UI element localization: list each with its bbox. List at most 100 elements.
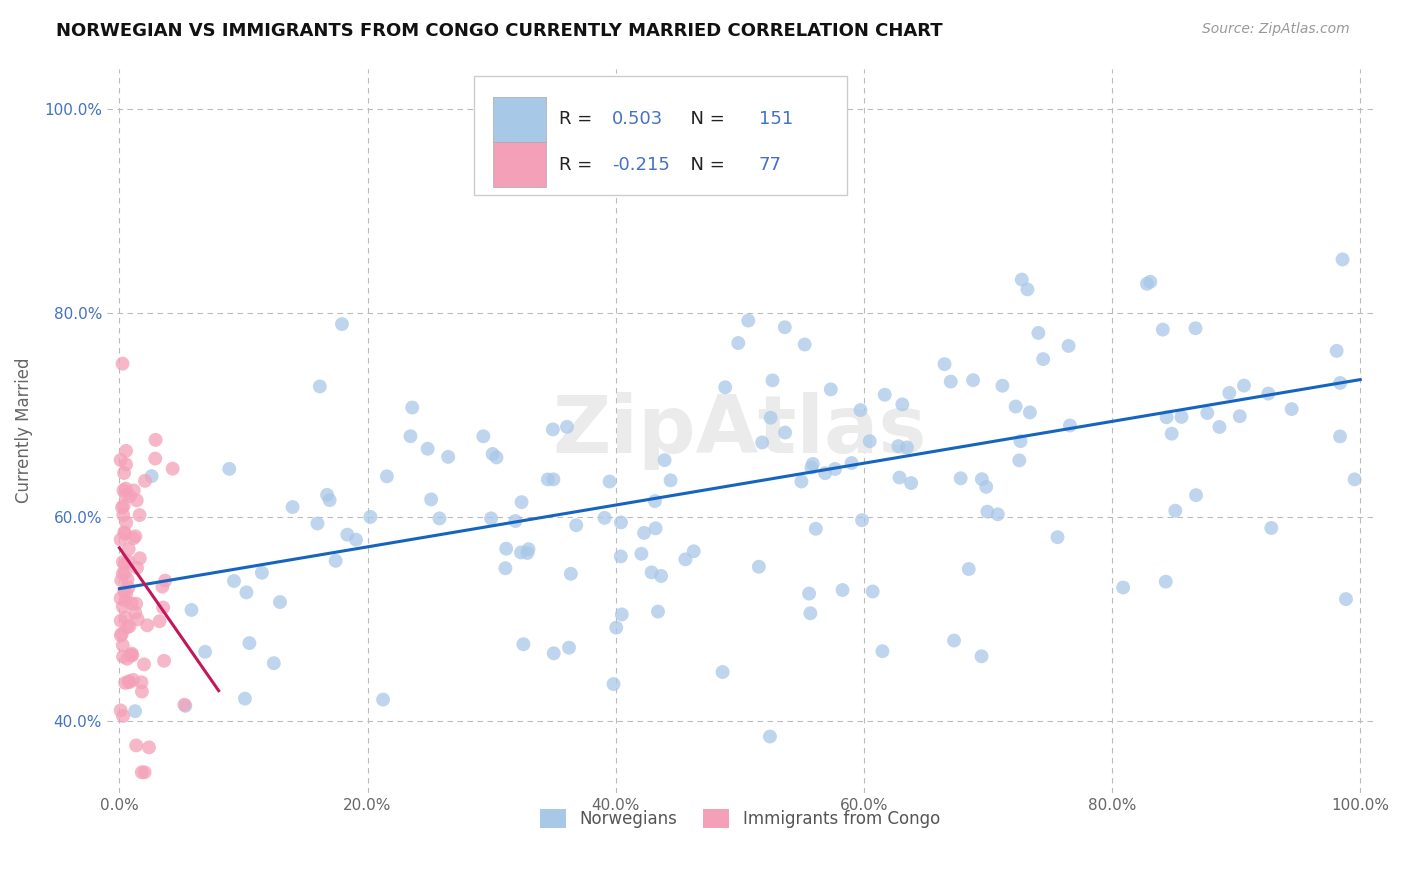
Point bbox=[1011, 272, 1033, 286]
Point bbox=[512, 637, 534, 651]
Point bbox=[110, 591, 132, 606]
Point bbox=[118, 619, 141, 633]
Point bbox=[131, 675, 153, 690]
Point bbox=[124, 606, 146, 620]
Point bbox=[841, 456, 863, 470]
Point bbox=[1208, 420, 1230, 434]
Point bbox=[114, 566, 136, 580]
Point bbox=[127, 612, 149, 626]
Text: 77: 77 bbox=[759, 156, 782, 174]
Point bbox=[896, 441, 918, 455]
Point bbox=[238, 636, 260, 650]
Point bbox=[1229, 409, 1251, 424]
Point bbox=[111, 627, 134, 641]
Point bbox=[1233, 378, 1256, 392]
Point bbox=[934, 357, 956, 371]
Point bbox=[115, 458, 138, 472]
Point bbox=[316, 488, 339, 502]
Point bbox=[111, 555, 134, 569]
Point bbox=[1112, 581, 1135, 595]
Point bbox=[250, 566, 273, 580]
Point bbox=[494, 561, 516, 575]
Point bbox=[610, 607, 633, 622]
Point bbox=[976, 505, 998, 519]
Point bbox=[558, 640, 581, 655]
Point bbox=[308, 379, 330, 393]
Point bbox=[814, 466, 837, 480]
Point bbox=[112, 584, 135, 599]
Point bbox=[599, 475, 621, 489]
Point bbox=[472, 429, 495, 443]
Point bbox=[118, 674, 141, 689]
Point bbox=[162, 461, 184, 475]
Point bbox=[122, 483, 145, 498]
Text: N =: N = bbox=[679, 156, 731, 174]
Point bbox=[121, 648, 143, 663]
Point bbox=[120, 648, 142, 663]
Point bbox=[1331, 252, 1354, 267]
Point bbox=[111, 638, 134, 652]
Point bbox=[131, 684, 153, 698]
Point bbox=[1185, 488, 1208, 502]
Point bbox=[125, 739, 148, 753]
Point bbox=[773, 425, 796, 440]
Point bbox=[510, 545, 533, 559]
Point bbox=[112, 709, 135, 723]
Point bbox=[117, 554, 139, 568]
Text: R =: R = bbox=[558, 156, 598, 174]
Point bbox=[359, 510, 381, 524]
Point bbox=[112, 499, 135, 513]
Point bbox=[793, 337, 815, 351]
Point bbox=[136, 618, 159, 632]
Point bbox=[872, 644, 894, 658]
Text: 151: 151 bbox=[759, 111, 793, 128]
Point bbox=[849, 403, 872, 417]
Point bbox=[644, 494, 666, 508]
Point bbox=[970, 649, 993, 664]
Point bbox=[117, 572, 139, 586]
Point bbox=[174, 698, 197, 713]
Point bbox=[659, 474, 682, 488]
Point bbox=[737, 313, 759, 327]
Point bbox=[1257, 386, 1279, 401]
Legend: Norwegians, Immigrants from Congo: Norwegians, Immigrants from Congo bbox=[533, 803, 946, 835]
Text: -0.215: -0.215 bbox=[612, 156, 669, 174]
Point bbox=[111, 500, 134, 515]
Point bbox=[891, 397, 914, 411]
Point bbox=[1197, 406, 1219, 420]
Point bbox=[218, 462, 240, 476]
Point bbox=[751, 435, 773, 450]
Point bbox=[1004, 400, 1026, 414]
Point bbox=[110, 533, 132, 547]
Point bbox=[111, 357, 134, 371]
Point bbox=[820, 383, 842, 397]
Text: ZipAtlas: ZipAtlas bbox=[553, 392, 927, 469]
Point bbox=[110, 574, 132, 588]
Point bbox=[1010, 434, 1032, 449]
Point bbox=[1160, 426, 1182, 441]
Point bbox=[801, 457, 824, 471]
Point bbox=[790, 475, 813, 489]
Point bbox=[437, 450, 460, 464]
Point bbox=[110, 453, 132, 467]
Point bbox=[110, 614, 132, 628]
Point bbox=[180, 603, 202, 617]
Point bbox=[537, 472, 560, 486]
Point bbox=[416, 442, 439, 456]
Point bbox=[797, 586, 820, 600]
Point bbox=[325, 554, 347, 568]
Point bbox=[429, 511, 451, 525]
Point bbox=[222, 574, 245, 588]
Point bbox=[114, 610, 136, 624]
Point bbox=[330, 317, 353, 331]
Point bbox=[824, 462, 846, 476]
Point bbox=[1329, 429, 1351, 443]
Point bbox=[1329, 376, 1351, 390]
Point bbox=[145, 433, 167, 447]
Point bbox=[773, 320, 796, 334]
Point bbox=[541, 422, 564, 436]
Point bbox=[727, 336, 749, 351]
Point bbox=[974, 480, 997, 494]
Point bbox=[115, 587, 138, 601]
Point bbox=[117, 581, 139, 595]
